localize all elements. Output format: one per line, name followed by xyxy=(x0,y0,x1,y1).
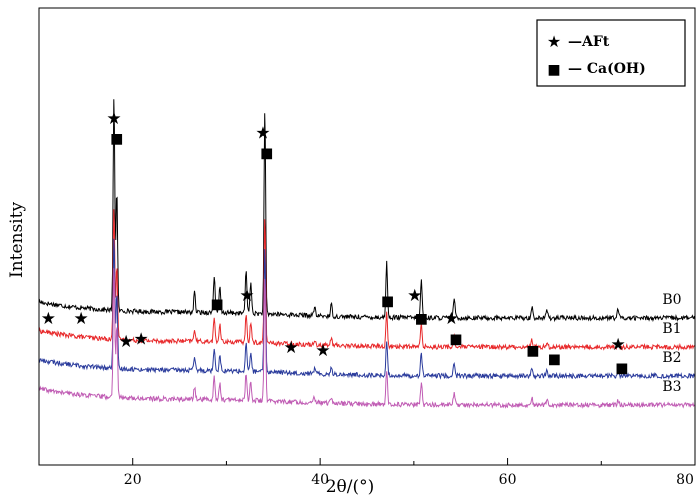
aft-star-marker-0: ★ xyxy=(41,309,56,329)
aft-star-marker-7: ★ xyxy=(239,286,254,306)
y-axis-label: Intensity xyxy=(7,202,27,278)
x-tick-label-20: 20 xyxy=(124,472,142,488)
caoh-square-marker-16: ■ xyxy=(449,331,462,347)
legend-box xyxy=(536,19,686,87)
aft-star-marker-1: ★ xyxy=(74,309,89,329)
series-label-b2: B2 xyxy=(662,350,681,366)
legend: ★ —AFt ■ — Ca(OH) xyxy=(536,19,686,87)
series-label-b1: B1 xyxy=(662,321,681,337)
caoh-square-marker-20: ■ xyxy=(615,360,628,376)
aft-star-marker-2: ★ xyxy=(119,332,134,352)
caoh-square-marker-14: ■ xyxy=(415,311,428,327)
label-layer: B0 B1 B2 B3 xyxy=(662,292,681,395)
aft-star-marker-8: ★ xyxy=(255,123,270,143)
series-line-b2 xyxy=(38,238,696,380)
legend-square-icon: ■ xyxy=(547,62,560,78)
caoh-square-marker-6: ■ xyxy=(210,297,223,313)
caoh-square-marker-18: ■ xyxy=(548,352,561,368)
caoh-square-marker-17: ■ xyxy=(526,343,539,359)
x-tick-label-40: 40 xyxy=(311,472,329,488)
legend-label-aft: —AFt xyxy=(568,34,610,50)
caoh-square-marker-9: ■ xyxy=(260,146,273,162)
tick-layer: 20 40 60 80 xyxy=(38,458,696,488)
aft-star-marker-19: ★ xyxy=(611,335,626,355)
aft-star-marker-13: ★ xyxy=(407,286,422,306)
x-tick-label-60: 60 xyxy=(499,472,517,488)
series-label-b3: B3 xyxy=(662,379,681,395)
series-line-b3 xyxy=(38,268,696,409)
marker-layer: ★ ★★ ★★■■ ★★■★ ★■ ★■ ★■■■★■ xyxy=(41,109,629,376)
series-line-b0 xyxy=(38,99,696,323)
caoh-square-marker-5: ■ xyxy=(110,131,123,147)
legend-label-caoh: — Ca(OH) xyxy=(568,61,646,77)
series-label-b0: B0 xyxy=(662,292,681,308)
series-layer xyxy=(38,99,696,409)
aft-star-marker-11: ★ xyxy=(315,341,330,361)
aft-star-marker-15: ★ xyxy=(444,309,459,329)
x-tick-label-80: 80 xyxy=(676,472,694,488)
x-axis-label: 2θ/(°) xyxy=(326,477,375,497)
plot-frame xyxy=(38,7,696,466)
series-line-b1 xyxy=(38,209,696,352)
caoh-square-marker-12: ■ xyxy=(381,294,394,310)
aft-star-marker-10: ★ xyxy=(283,338,298,358)
aft-star-marker-3: ★ xyxy=(134,329,149,349)
aft-star-marker-4: ★ xyxy=(106,109,121,129)
legend-star-icon: ★ xyxy=(547,32,561,51)
